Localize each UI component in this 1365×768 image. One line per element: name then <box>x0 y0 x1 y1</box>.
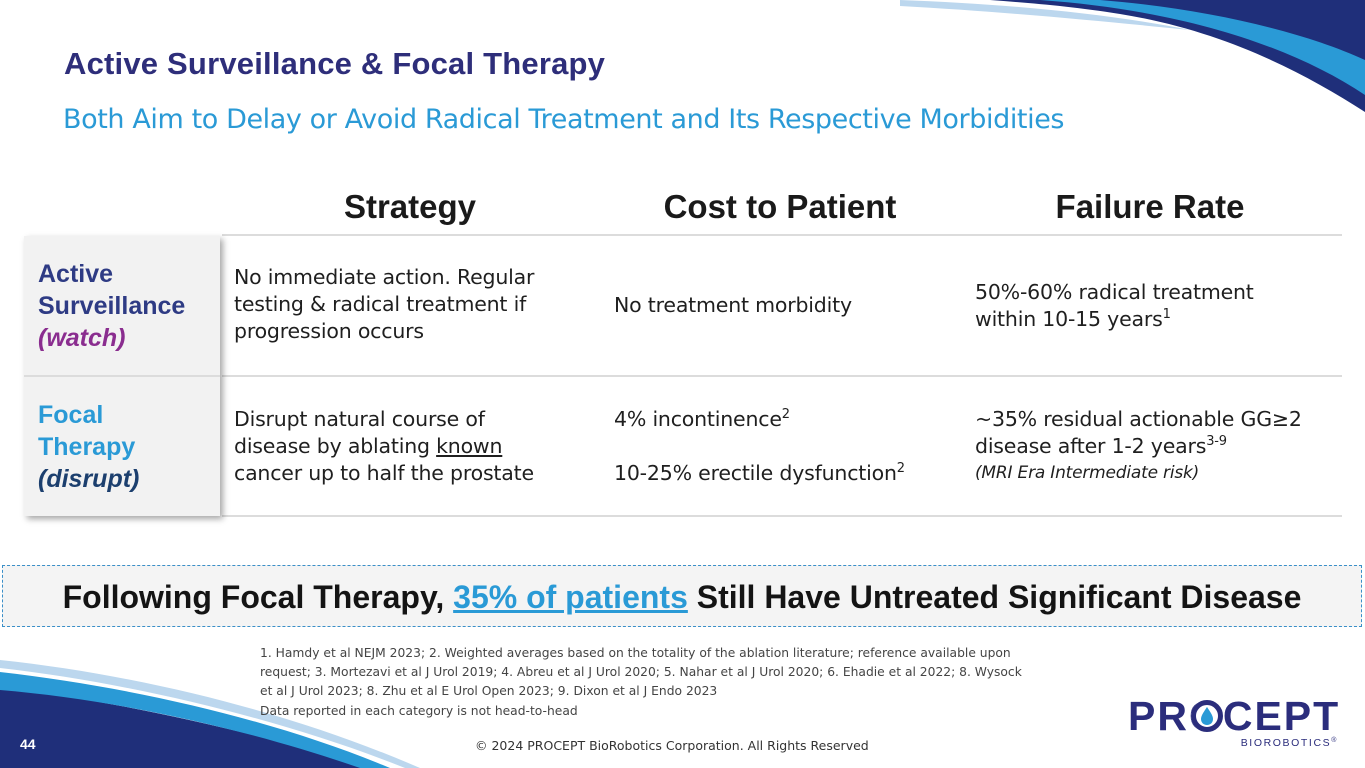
cell-text: 4% incontinence <box>614 407 782 431</box>
cell-line: No immediate action. Regular <box>234 265 535 289</box>
table-divider <box>222 234 1342 236</box>
row-label-line: Therapy <box>38 433 136 461</box>
slide-subtitle: Both Aim to Delay or Avoid Radical Treat… <box>63 104 1065 135</box>
column-header-failure-rate: Failure Rate <box>1055 188 1245 225</box>
reference-superscript: 2 <box>896 461 905 476</box>
reference-line: et al J Urol 2023; 8. Zhu et al E Urol O… <box>260 684 718 698</box>
row-label-line: Surveillance <box>38 292 186 320</box>
cell-text: within 10-15 years <box>975 307 1163 331</box>
cell-line: ~35% residual actionable GG≥2 <box>975 407 1302 431</box>
cell-line: 50%-60% radical treatment <box>975 280 1254 304</box>
row-label-focal-therapy: Focal Therapy (disrupt) <box>38 399 139 495</box>
logo-droplet-icon <box>1191 700 1223 732</box>
cell-text: disease by ablating <box>234 434 437 458</box>
table-divider <box>222 515 1342 517</box>
column-header-strategy: Strategy <box>343 188 477 225</box>
banner-highlight: 35% of patients <box>453 579 688 615</box>
disclaimer: Data reported in each category is not he… <box>260 704 578 718</box>
page-number: 44 <box>20 736 36 752</box>
cell-line: disease by ablating known <box>234 433 604 460</box>
banner-text: Still Have Untreated Significant Disease <box>687 579 1302 615</box>
row-label-italic: (watch) <box>38 324 126 352</box>
row-label-line: Active <box>38 260 114 288</box>
cell-line: 4% incontinence2 <box>614 406 954 433</box>
cell-text: 10-25% erectile dysfunction <box>614 461 897 485</box>
cell-line: Disrupt natural course of <box>234 407 485 431</box>
slide-title: Active Surveillance & Focal Therapy <box>64 46 606 81</box>
cell-cost-focal: 4% incontinence2 10-25% erectile dysfunc… <box>614 406 954 487</box>
table-divider <box>222 375 1342 377</box>
reference-superscript: 1 <box>1162 307 1171 322</box>
cell-cost-active: No treatment morbidity <box>614 292 954 319</box>
reference-line: 1. Hamdy et al NEJM 2023; 2. Weighted av… <box>260 646 1011 660</box>
cell-strategy-active: No immediate action. Regular testing & r… <box>234 264 604 345</box>
reference-superscript: 2 <box>781 407 790 422</box>
references: 1. Hamdy et al NEJM 2023; 2. Weighted av… <box>260 644 1060 701</box>
cell-line: 10-25% erectile dysfunction2 <box>614 460 954 487</box>
row-label-divider <box>24 375 220 377</box>
key-takeaway-banner: Following Focal Therapy, 35% of patients… <box>2 565 1362 627</box>
column-header-cost: Cost to Patient <box>663 188 897 225</box>
procept-logo: PROCEPT BIOROBOTICS® <box>1128 694 1340 752</box>
cell-line: testing & radical treatment if <box>234 292 527 316</box>
cell-line: within 10-15 years1 <box>975 306 1345 333</box>
cell-failure-focal: ~35% residual actionable GG≥2 disease af… <box>975 406 1350 487</box>
reference-line: request; 3. Mortezavi et al J Urol 2019;… <box>260 665 1022 679</box>
row-label-active-surveillance: Active Surveillance (watch) <box>38 258 185 354</box>
cell-line: No treatment morbidity <box>614 293 852 317</box>
registered-mark: ® <box>1331 737 1338 744</box>
logo-wordmark: PROCEPT <box>1128 693 1341 739</box>
reference-superscript: 3-9 <box>1206 434 1227 449</box>
banner-text: Following Focal Therapy, <box>62 579 454 615</box>
row-label-italic: (disrupt) <box>38 465 140 493</box>
cell-text: disease after 1-2 years <box>975 434 1207 458</box>
cell-failure-active: 50%-60% radical treatment within 10-15 y… <box>975 279 1345 333</box>
row-label-line: Focal <box>38 401 104 429</box>
logo-sub-text: BIOROBOTICS <box>1240 737 1332 749</box>
cell-line: cancer up to half the prostate <box>234 461 534 485</box>
cell-line: disease after 1-2 years3-9 <box>975 433 1350 460</box>
underlined-word: known <box>436 434 503 458</box>
cell-line: progression occurs <box>234 319 424 343</box>
cell-note: (MRI Era Intermediate risk) <box>975 463 1200 483</box>
copyright: © 2024 PROCEPT BioRobotics Corporation. … <box>475 738 869 753</box>
logo-subtext: BIOROBOTICS® <box>1241 737 1338 749</box>
cell-strategy-focal: Disrupt natural course of disease by abl… <box>234 406 604 487</box>
